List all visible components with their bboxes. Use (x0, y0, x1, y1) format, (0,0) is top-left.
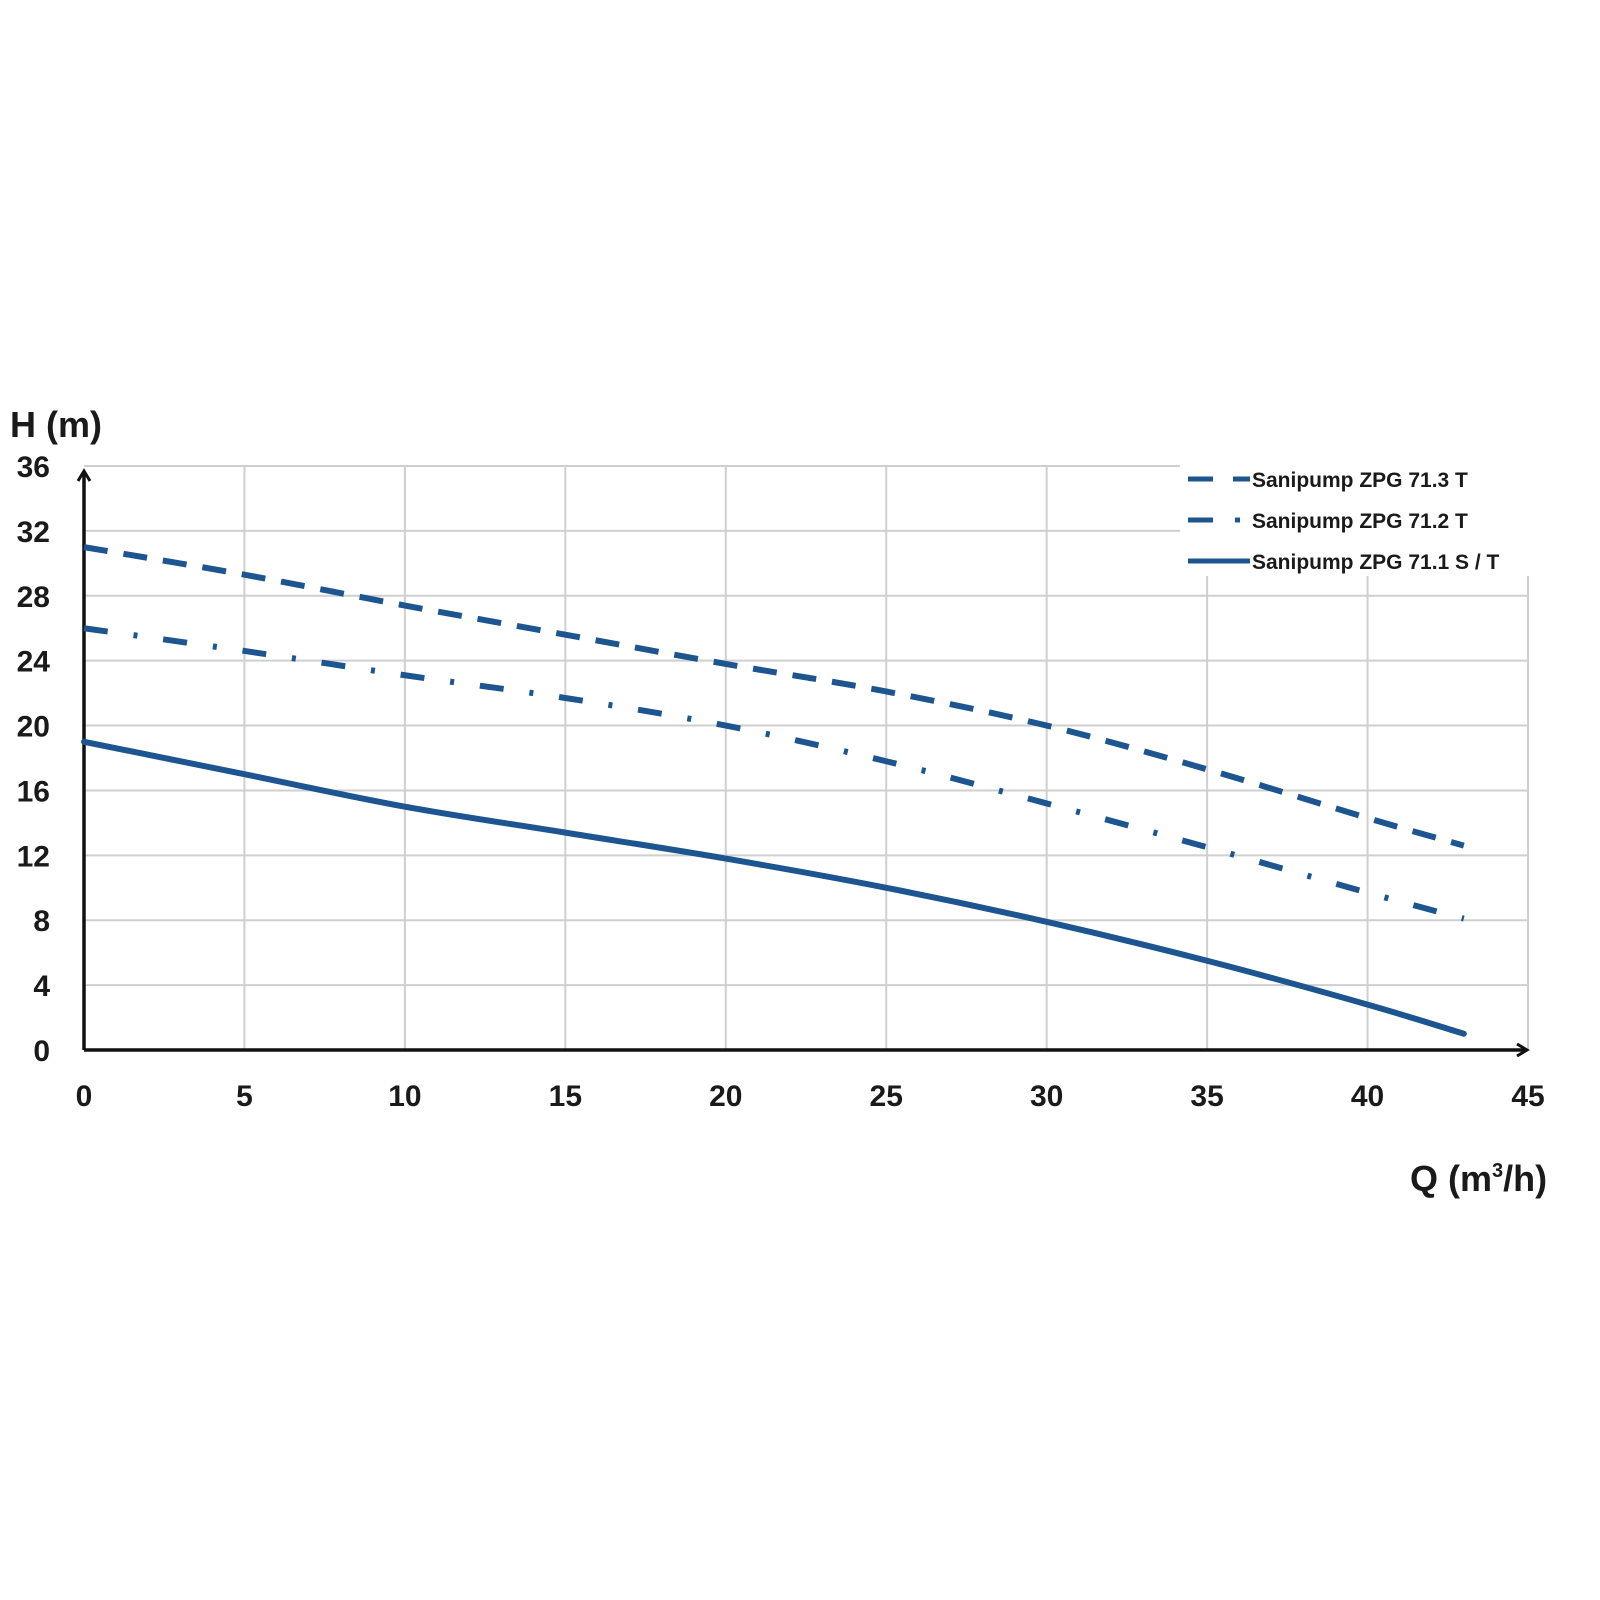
x-tick-label: 5 (236, 1080, 253, 1113)
x-tick-label: 45 (1511, 1080, 1544, 1113)
y-axis-title: H (m) (10, 404, 102, 445)
y-tick-label: 0 (33, 1035, 50, 1068)
x-tick-label: 40 (1351, 1080, 1384, 1113)
x-axis-title: Q (m3/h) (1410, 1158, 1547, 1199)
series-line-3 (84, 742, 1464, 1034)
y-tick-label: 28 (17, 581, 50, 614)
x-tick-label: 15 (549, 1080, 582, 1113)
series-line-1 (84, 547, 1464, 845)
legend-label-3: Sanipump ZPG 71.1 S / T (1252, 551, 1500, 574)
y-tick-label: 8 (33, 905, 50, 938)
pump-curve-chart: 0 5 10 15 20 25 30 35 40 45 0 4 8 12 16 20 24 28 32 36 Sani… (0, 0, 1600, 1600)
y-tick-label: 32 (17, 516, 50, 549)
y-tick-label: 24 (17, 646, 51, 679)
x-tick-label: 20 (709, 1080, 742, 1113)
legend: Sanipump ZPG 71.3 T Sanipump ZPG 71.2 T Sa… (1180, 462, 1570, 576)
legend-label-1: Sanipump ZPG 71.3 T (1252, 469, 1468, 492)
y-tick-label: 4 (33, 970, 50, 1003)
legend-label-2: Sanipump ZPG 71.2 T (1252, 510, 1468, 533)
x-tick-label: 25 (870, 1080, 903, 1113)
x-tick-label: 0 (76, 1080, 93, 1113)
x-tick-label: 35 (1190, 1080, 1223, 1113)
y-tick-label: 20 (17, 711, 50, 744)
y-tick-label: 16 (17, 775, 50, 808)
x-tick-label: 30 (1030, 1080, 1063, 1113)
x-tick-label: 10 (388, 1080, 421, 1113)
y-tick-label: 36 (17, 451, 50, 484)
y-tick-label: 12 (17, 840, 50, 873)
